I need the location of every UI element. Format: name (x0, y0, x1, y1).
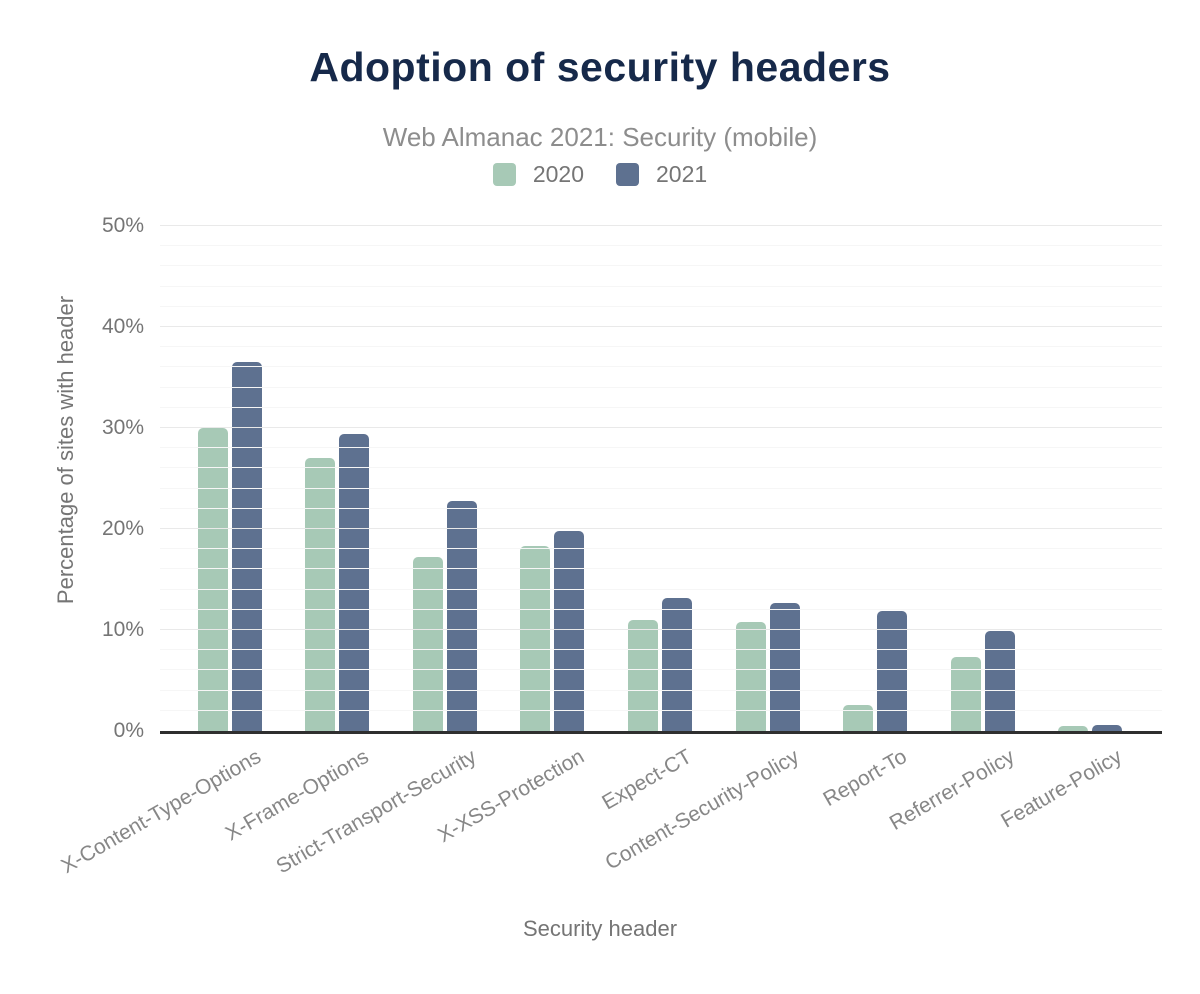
gridline-major (160, 225, 1162, 226)
x-axis-label: Report-To (819, 745, 911, 812)
gridline-minor (160, 406, 1162, 408)
gridline-minor (160, 346, 1162, 348)
gridline-minor (160, 709, 1162, 711)
gridline-minor (160, 548, 1162, 550)
legend: 2020 2021 (0, 161, 1200, 188)
legend-swatch-icon (492, 163, 516, 186)
bar-2021 (984, 631, 1015, 731)
plot-area (160, 225, 1162, 734)
gridline-minor (160, 305, 1162, 307)
x-axis-label: Feature-Policy (996, 745, 1126, 833)
bar-group (1037, 226, 1145, 731)
gridline-minor (160, 366, 1162, 368)
x-axis-label: Content-Security-Policy (601, 745, 804, 875)
bar-2020 (628, 619, 659, 731)
gridline-minor (160, 467, 1162, 469)
gridline-minor (160, 608, 1162, 610)
gridline-minor (160, 265, 1162, 267)
bar-group (821, 226, 929, 731)
bar-group (499, 226, 607, 731)
legend-label: 2020 (532, 161, 584, 187)
bar-2020 (950, 657, 981, 731)
chart-title: Adoption of security headers (309, 44, 891, 90)
bar-2021 (662, 597, 693, 731)
gridline-minor (160, 689, 1162, 691)
x-axis-labels: X-Content-Type-Options X-Frame-Options Str… (58, 745, 1162, 905)
bar-2020 (412, 557, 443, 731)
bar-group (714, 226, 822, 731)
bar-group (391, 226, 499, 731)
bar-2021 (339, 434, 370, 731)
gridline-minor (160, 447, 1162, 449)
gridline-minor (160, 669, 1162, 671)
gridline-minor (160, 507, 1162, 509)
chart-subtitle: Web Almanac 2021: Security (mobile) (382, 122, 818, 152)
bar-2020 (197, 428, 228, 731)
y-tick-label: 20% (101, 517, 144, 540)
gridline-minor (160, 649, 1162, 651)
bar-2020 (843, 704, 874, 731)
gridline-minor (160, 588, 1162, 590)
bar-2021 (769, 602, 800, 731)
bar-2021 (446, 500, 477, 731)
bar-2021 (877, 610, 908, 731)
bar-2020 (305, 458, 336, 731)
bar-group (606, 226, 714, 731)
bar-2021 (231, 362, 262, 731)
gridline-minor (160, 568, 1162, 570)
y-tick-label: 40% (101, 315, 144, 338)
legend-swatch-icon (616, 163, 639, 186)
y-tick-label: 50% (101, 214, 144, 237)
gridline-minor (160, 245, 1162, 247)
y-tick-label: 30% (101, 416, 144, 439)
gridline-major (160, 528, 1162, 529)
legend-item-2021: 2021 (616, 161, 707, 188)
legend-label: 2021 (656, 161, 708, 187)
bar-2020 (735, 621, 766, 731)
bar-group (176, 226, 284, 731)
bars-layer (176, 226, 1144, 731)
x-axis-label: Expect-CT (598, 745, 696, 815)
legend-item-2020: 2020 (492, 161, 584, 188)
x-axis-label: Strict-Transport-Security (272, 745, 481, 879)
bar-group (929, 226, 1037, 731)
y-axis-ticks: 0% 10% 20% 30% 40% 50% (0, 214, 144, 742)
x-axis-label: X-Content-Type-Options (57, 745, 266, 879)
bar-2021 (1092, 724, 1123, 731)
gridline-minor (160, 386, 1162, 388)
gridline-major (160, 427, 1162, 428)
gridline-major (160, 326, 1162, 327)
x-axis-title: Security header (522, 916, 678, 941)
gridline-minor (160, 285, 1162, 287)
bar-2020 (1058, 725, 1089, 731)
bar-group (284, 226, 392, 731)
bar-2020 (520, 546, 551, 731)
bar-2021 (554, 531, 585, 731)
gridline-minor (160, 487, 1162, 489)
gridline-major (160, 629, 1162, 630)
y-tick-label: 0% (113, 719, 144, 742)
y-tick-label: 10% (101, 618, 144, 641)
